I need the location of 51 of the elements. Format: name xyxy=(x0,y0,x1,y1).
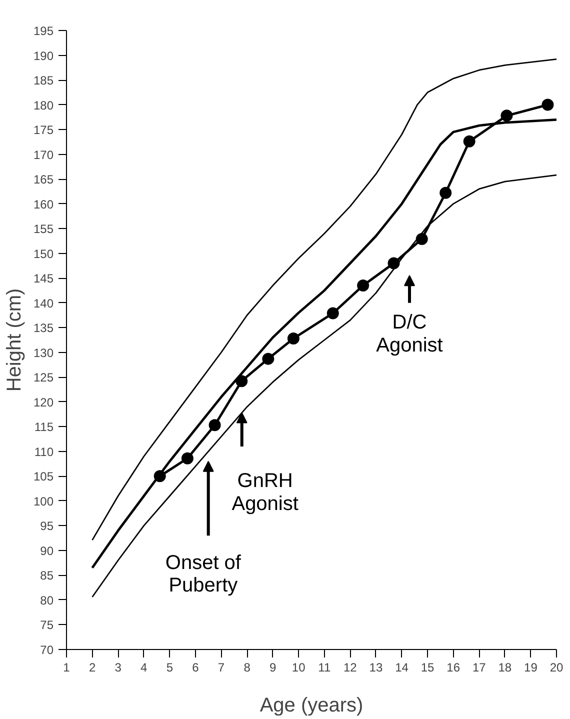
x-tick-label: 16 xyxy=(446,660,460,674)
x-tick-label: 15 xyxy=(420,660,435,674)
x-tick-label: 19 xyxy=(524,660,538,674)
x-tick-label: 3 xyxy=(114,660,122,674)
x-tick-label: 7 xyxy=(218,660,225,674)
y-tick-label: 70 xyxy=(40,643,54,657)
y-tick-label: 175 xyxy=(33,123,54,138)
y-tick-label: 130 xyxy=(33,346,54,360)
y-tick-label: 155 xyxy=(33,222,54,236)
annotation: Onset of Puberty xyxy=(165,552,242,597)
x-tick-label: 14 xyxy=(395,660,409,674)
x-tick-label: 11 xyxy=(318,660,331,674)
y-tick-label: 75 xyxy=(40,618,54,632)
y-tick-label: 145 xyxy=(33,272,54,286)
y-tick-label: 190 xyxy=(33,48,54,63)
y-axis-title: Height (cm) xyxy=(3,288,26,392)
y-tick-label: 115 xyxy=(34,420,54,434)
x-tick-label: 5 xyxy=(166,660,174,674)
y-tick-label: 120 xyxy=(33,395,54,410)
x-tick-label: 18 xyxy=(498,660,512,674)
y-tick-label: 125 xyxy=(33,370,54,385)
y-tick-label: 195 xyxy=(33,24,54,38)
y-tick-label: 160 xyxy=(33,197,54,212)
x-tick-label: 20 xyxy=(550,660,564,674)
y-tick-label: 95 xyxy=(40,519,54,534)
y-tick-label: 165 xyxy=(33,172,54,187)
x-tick-label: 8 xyxy=(244,660,251,674)
annotation: D/C Agonist xyxy=(376,312,444,356)
x-tick-label: 2 xyxy=(88,660,96,674)
y-tick-label: 90 xyxy=(40,544,54,558)
annotation: GnRH Agonist xyxy=(232,470,299,515)
x-tick-label: 1 xyxy=(63,660,70,674)
y-tick-label: 105 xyxy=(33,470,54,484)
y-tick-label: 140 xyxy=(33,296,54,310)
y-tick-label: 135 xyxy=(33,321,54,336)
y-tick-label: 110 xyxy=(34,444,54,459)
x-axis-title: Age (years) xyxy=(260,694,364,716)
x-tick-label: 17 xyxy=(472,660,486,674)
y-tick-label: 185 xyxy=(33,74,54,88)
y-tick-label: 150 xyxy=(33,246,54,261)
y-tick-label: 100 xyxy=(33,494,54,508)
y-tick-label: 170 xyxy=(33,148,54,162)
x-tick-label: 6 xyxy=(192,660,200,674)
x-tick-label: 4 xyxy=(140,660,148,674)
x-tick-label: 13 xyxy=(369,660,383,674)
y-tick-label: 85 xyxy=(40,568,54,583)
y-tick-label: 80 xyxy=(40,593,54,608)
x-tick-label: 10 xyxy=(292,660,306,674)
x-tick-label: 12 xyxy=(344,660,358,674)
y-tick-label: 180 xyxy=(33,98,54,112)
x-tick-label: 9 xyxy=(269,660,276,674)
